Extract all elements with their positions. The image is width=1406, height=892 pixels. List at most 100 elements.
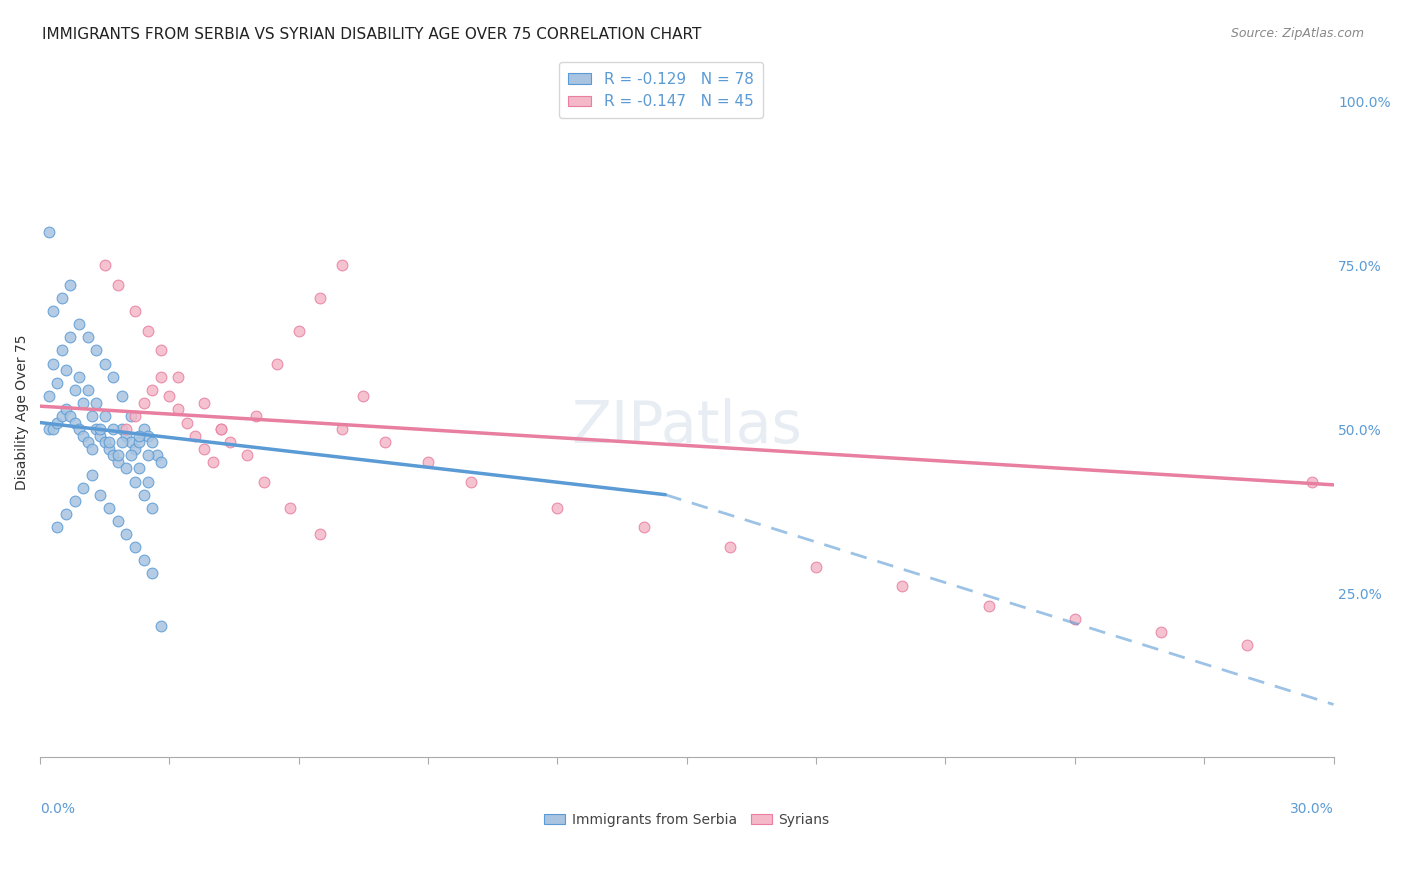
Point xyxy=(107,277,129,292)
Point xyxy=(141,566,163,581)
Point xyxy=(76,435,98,450)
Point xyxy=(103,369,125,384)
Point xyxy=(76,330,98,344)
Point xyxy=(115,428,138,442)
Point xyxy=(1063,612,1085,626)
Point xyxy=(149,369,172,384)
Point xyxy=(107,455,129,469)
Point xyxy=(38,226,60,240)
Point xyxy=(103,422,125,436)
Point xyxy=(309,527,332,541)
Point xyxy=(63,416,86,430)
Point xyxy=(72,396,94,410)
Point xyxy=(128,435,150,450)
Point xyxy=(89,428,111,442)
Point xyxy=(149,619,172,633)
Point xyxy=(253,475,276,489)
Point xyxy=(38,422,60,436)
Point xyxy=(111,435,134,450)
Point xyxy=(209,422,232,436)
Point xyxy=(55,402,77,417)
Point xyxy=(103,448,125,462)
Point xyxy=(89,488,111,502)
Point xyxy=(132,553,155,567)
Point xyxy=(1236,639,1258,653)
Point xyxy=(72,428,94,442)
Text: 0.0%: 0.0% xyxy=(41,802,75,815)
Point xyxy=(67,317,90,331)
Point xyxy=(218,435,240,450)
Point xyxy=(278,500,301,515)
Point xyxy=(167,369,190,384)
Point xyxy=(80,468,103,483)
Text: ZIPatlas: ZIPatlas xyxy=(571,398,803,455)
Point xyxy=(132,396,155,410)
Point xyxy=(59,330,82,344)
Point xyxy=(804,559,827,574)
Point xyxy=(977,599,1000,614)
Point xyxy=(136,428,159,442)
Point xyxy=(94,435,117,450)
Point xyxy=(59,409,82,423)
Point xyxy=(124,475,146,489)
Point xyxy=(111,422,134,436)
Point xyxy=(124,409,146,423)
Point xyxy=(46,520,69,534)
Point xyxy=(309,291,332,305)
Point xyxy=(59,277,82,292)
Point xyxy=(63,383,86,397)
Point xyxy=(72,481,94,495)
Point xyxy=(120,448,142,462)
Point xyxy=(42,304,65,318)
Point xyxy=(115,422,138,436)
Point xyxy=(38,389,60,403)
Point xyxy=(98,500,121,515)
Point xyxy=(128,461,150,475)
Point xyxy=(120,409,142,423)
Point xyxy=(145,448,167,462)
Text: Source: ZipAtlas.com: Source: ZipAtlas.com xyxy=(1230,27,1364,40)
Point xyxy=(115,461,138,475)
Point xyxy=(51,409,73,423)
Point xyxy=(107,448,129,462)
Point xyxy=(266,357,288,371)
Point xyxy=(209,422,232,436)
Point xyxy=(353,389,375,403)
Point xyxy=(128,428,150,442)
Point xyxy=(84,343,107,358)
Point xyxy=(80,409,103,423)
Text: IMMIGRANTS FROM SERBIA VS SYRIAN DISABILITY AGE OVER 75 CORRELATION CHART: IMMIGRANTS FROM SERBIA VS SYRIAN DISABIL… xyxy=(42,27,702,42)
Point xyxy=(176,416,198,430)
Point xyxy=(141,435,163,450)
Point xyxy=(98,435,121,450)
Point xyxy=(184,428,207,442)
Point xyxy=(236,448,259,462)
Point xyxy=(55,508,77,522)
Point xyxy=(98,442,121,456)
Point xyxy=(94,357,117,371)
Point xyxy=(55,363,77,377)
Point xyxy=(633,520,655,534)
Y-axis label: Disability Age Over 75: Disability Age Over 75 xyxy=(15,335,30,491)
Point xyxy=(111,389,134,403)
Point xyxy=(141,500,163,515)
Point xyxy=(245,409,267,423)
Point xyxy=(167,402,190,417)
Point xyxy=(891,579,914,593)
Point xyxy=(124,442,146,456)
Point xyxy=(546,500,568,515)
Point xyxy=(288,324,311,338)
Point xyxy=(51,343,73,358)
Point xyxy=(330,258,353,272)
Point xyxy=(132,488,155,502)
Point xyxy=(193,396,215,410)
Point xyxy=(115,527,138,541)
Point xyxy=(67,369,90,384)
Point xyxy=(1301,475,1323,489)
Point xyxy=(460,475,482,489)
Point xyxy=(136,324,159,338)
Point xyxy=(51,291,73,305)
Point xyxy=(46,376,69,391)
Point xyxy=(84,396,107,410)
Point xyxy=(136,448,159,462)
